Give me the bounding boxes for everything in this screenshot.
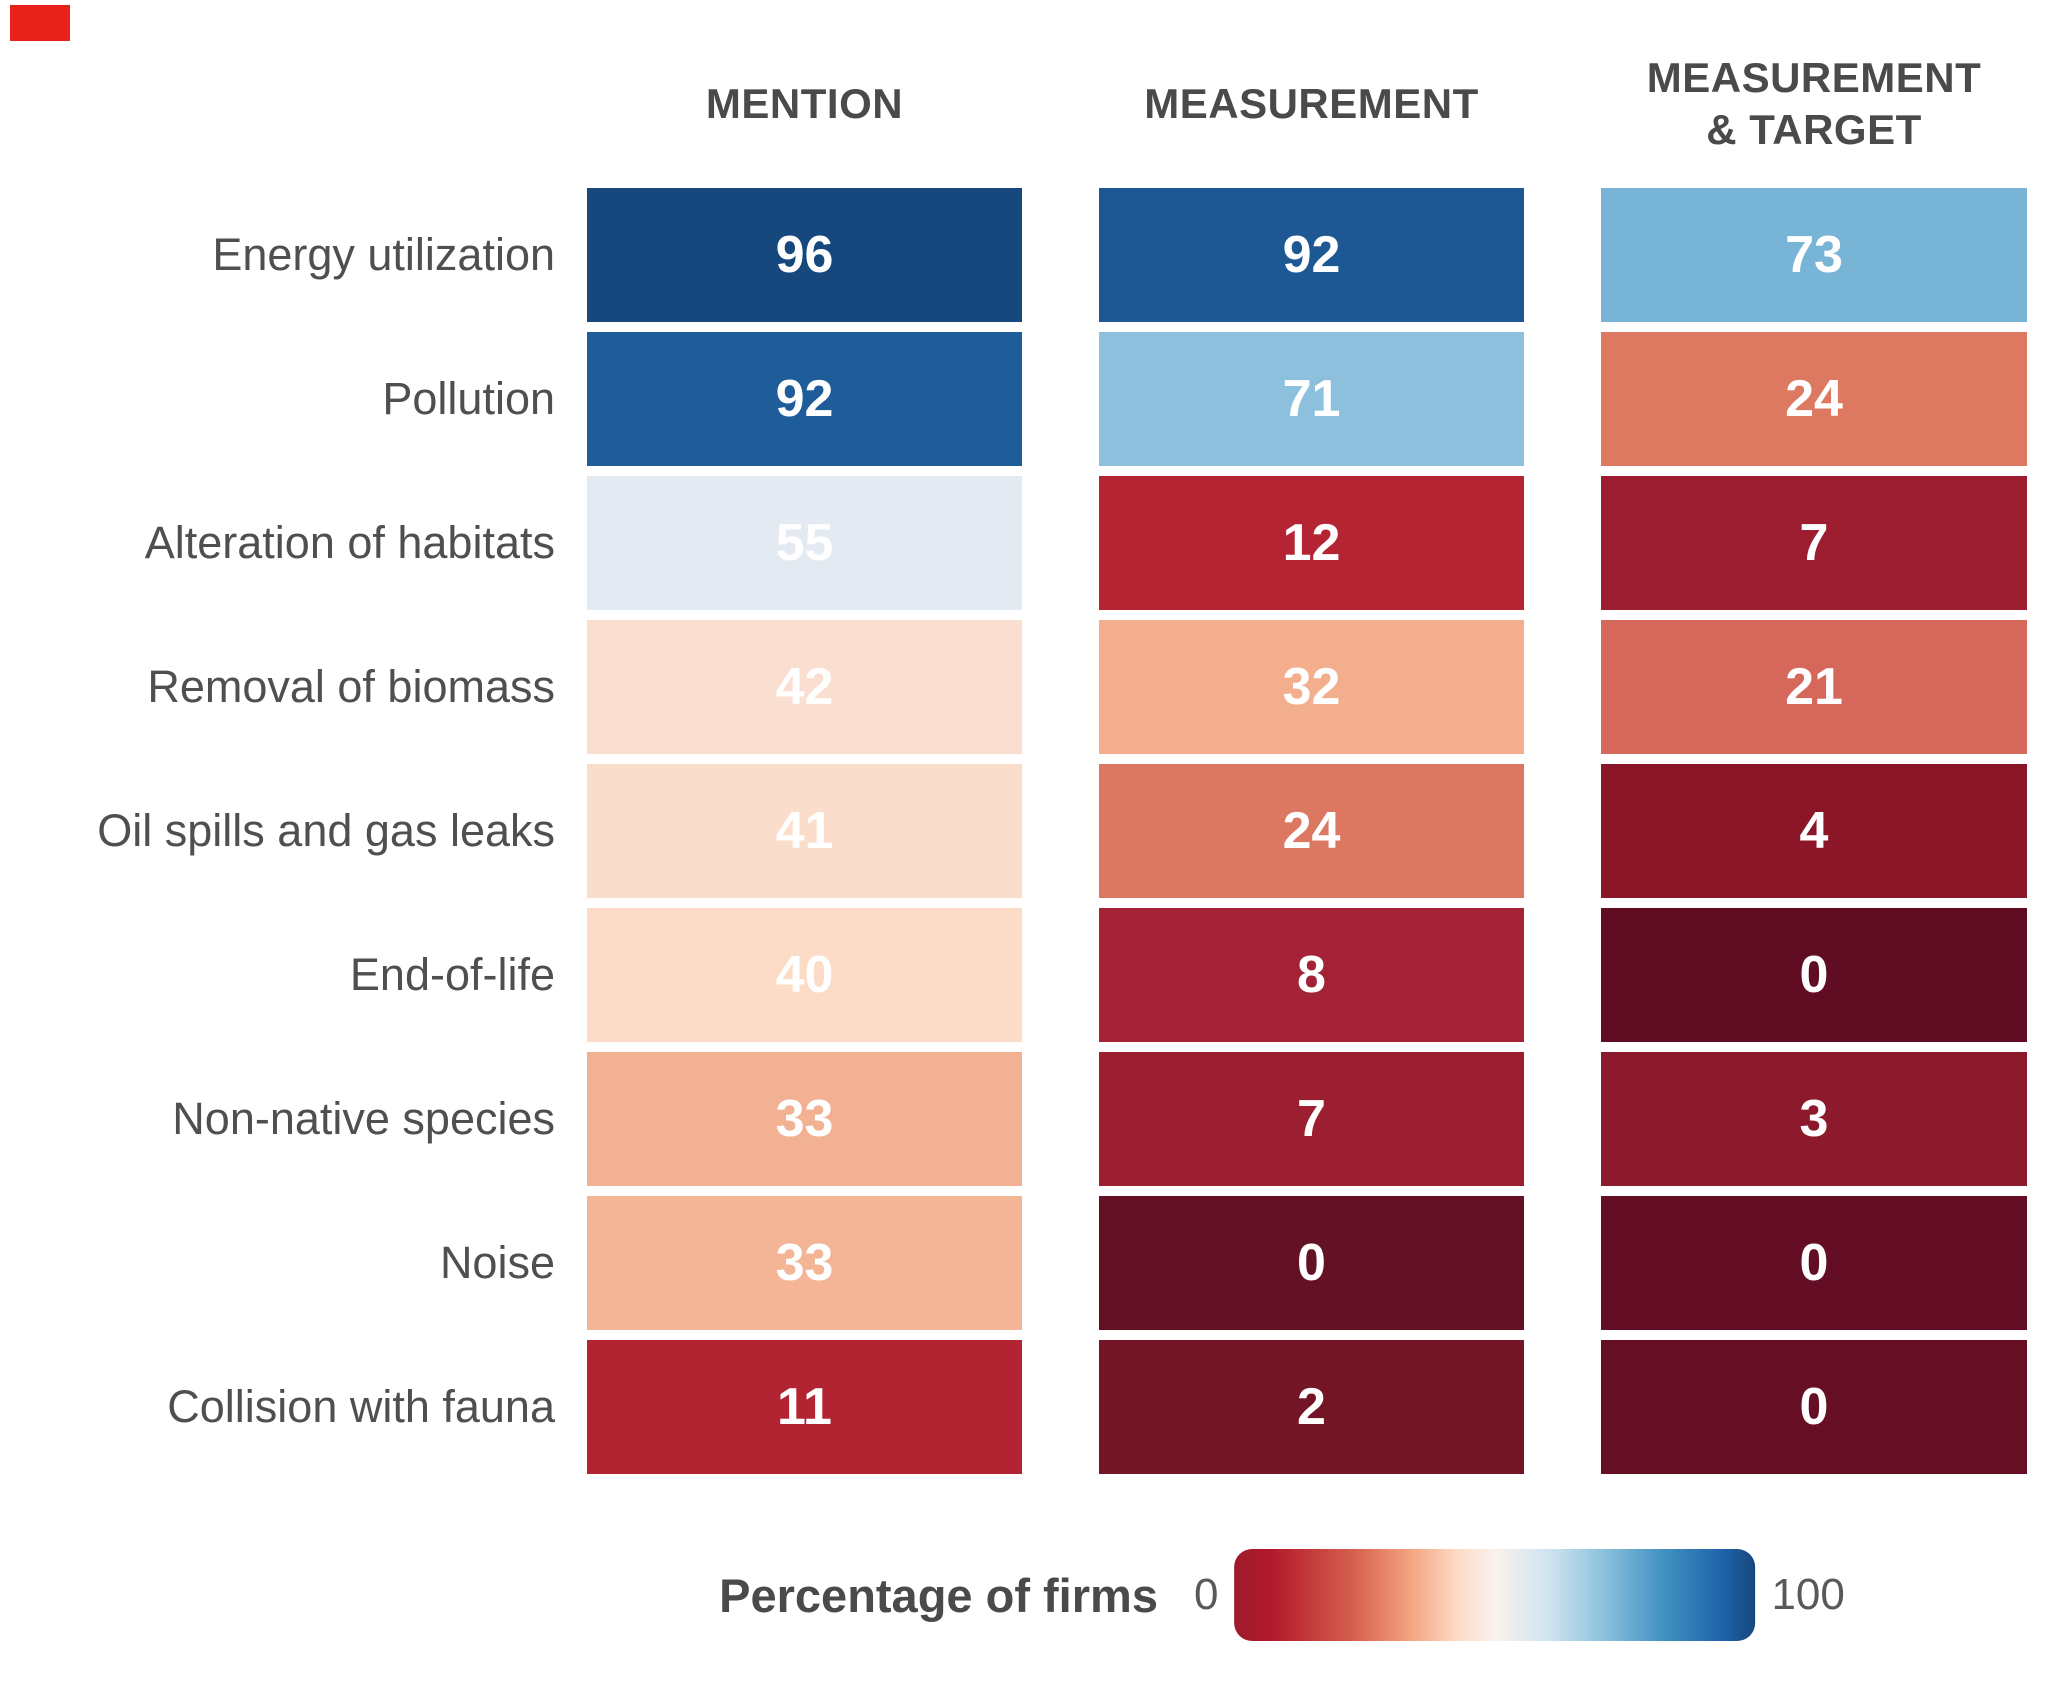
heatmap-cell: 92 (1099, 188, 1524, 322)
heatmap-cell: 11 (587, 1340, 1022, 1474)
heatmap-cell: 71 (1099, 332, 1524, 466)
row-label: End-of-life (349, 949, 555, 1001)
heatmap-cell: 0 (1601, 908, 2027, 1042)
legend: Percentage of firms 0 100 (719, 1545, 1845, 1645)
heatmap-cell: 96 (587, 188, 1022, 322)
heatmap-cell: 24 (1099, 764, 1524, 898)
corner-spacer (0, 30, 555, 178)
column-header-measurement: MEASUREMENT (1144, 79, 1479, 127)
corner-artifact (10, 5, 70, 41)
heatmap-cell: 0 (1601, 1340, 2027, 1474)
row-label: Noise (439, 1237, 555, 1289)
row-label: Removal of biomass (147, 661, 555, 713)
row-label: Alteration of habitats (144, 517, 555, 569)
row-label: Collision with fauna (167, 1381, 555, 1433)
heatmap-cell: 32 (1099, 620, 1524, 754)
legend-max-label: 100 (1771, 1570, 1845, 1619)
heatmap-cell: 55 (587, 476, 1022, 610)
heatmap-cell: 42 (587, 620, 1022, 754)
heatmap-cell: 12 (1099, 476, 1524, 610)
legend-gradient-bar (1234, 1549, 1756, 1641)
heatmap-cell: 24 (1601, 332, 2027, 466)
row-label: Energy utilization (212, 229, 555, 281)
heatmap-cell: 92 (587, 332, 1022, 466)
heatmap-cell: 8 (1099, 908, 1524, 1042)
heatmap-cell: 4 (1601, 764, 2027, 898)
heatmap-cell: 41 (587, 764, 1022, 898)
column-header-measurement-target: MEASUREMENT & TARGET (1646, 53, 1982, 154)
legend-min-label: 0 (1193, 1570, 1219, 1619)
row-label: Non-native species (172, 1093, 555, 1145)
row-label: Oil spills and gas leaks (97, 805, 555, 857)
heatmap-cell: 40 (587, 908, 1022, 1042)
heatmap-cell: 33 (587, 1052, 1022, 1186)
heatmap-grid: MENTION MEASUREMENT MEASUREMENT & TARGET En… (0, 30, 2027, 1474)
heatmap-cell: 21 (1601, 620, 2027, 754)
row-label: Pollution (382, 373, 555, 425)
heatmap-cell: 7 (1601, 476, 2027, 610)
heatmap-cell: 33 (587, 1196, 1022, 1330)
heatmap-cell: 2 (1099, 1340, 1524, 1474)
heatmap-cell: 0 (1601, 1196, 2027, 1330)
heatmap-cell: 7 (1099, 1052, 1524, 1186)
heatmap-cell: 0 (1099, 1196, 1524, 1330)
heatmap-cell: 3 (1601, 1052, 2027, 1186)
column-header-mention: MENTION (705, 79, 904, 127)
heatmap-cell: 73 (1601, 188, 2027, 322)
legend-title: Percentage of firms (719, 1568, 1158, 1622)
